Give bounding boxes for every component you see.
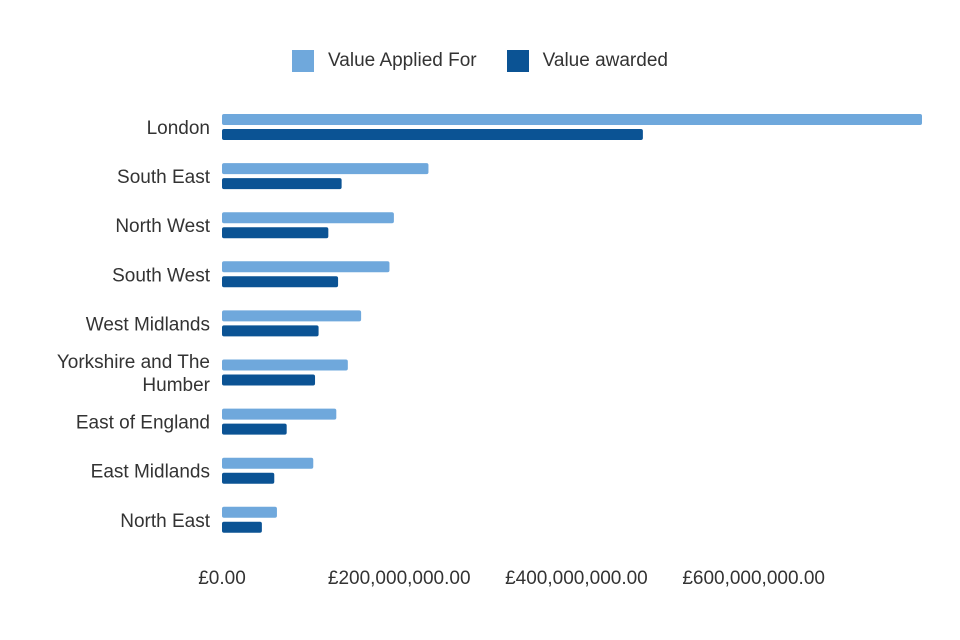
bar-awarded-7 xyxy=(222,472,275,484)
category-label-6: East of England xyxy=(76,413,210,434)
bar-applied-0 xyxy=(222,114,922,125)
bar-applied-4 xyxy=(222,310,362,322)
bar-awarded-5 xyxy=(222,374,316,386)
bar-applied-6 xyxy=(222,408,337,420)
x-tick-label-2: £400,000,000.00 xyxy=(505,568,648,589)
bar-awarded-8 xyxy=(222,521,262,533)
bar-applied-5 xyxy=(222,359,348,371)
category-label-2: North West xyxy=(115,216,210,237)
bar-applied-7 xyxy=(222,457,314,469)
legend-item-awarded: Value awarded xyxy=(506,50,668,72)
bar-applied-1 xyxy=(222,163,429,175)
bar-awarded-1 xyxy=(222,178,342,190)
bar-awarded-6 xyxy=(222,423,287,435)
bar-applied-2 xyxy=(222,212,394,224)
category-label-4: West Midlands xyxy=(86,314,210,335)
category-label-7: East Midlands xyxy=(91,462,210,483)
legend-item-applied: Value Applied For xyxy=(292,50,477,72)
bar-applied-3 xyxy=(222,261,390,273)
bar-awarded-2 xyxy=(222,227,329,239)
legend-swatch-awarded xyxy=(506,50,529,72)
x-tick-label-0: £0.00 xyxy=(198,568,246,589)
legend-label-awarded: Value awarded xyxy=(542,50,668,71)
legend-label-applied: Value Applied For xyxy=(328,50,477,71)
x-tick-label-1: £200,000,000.00 xyxy=(328,568,471,589)
x-tick-label-3: £600,000,000.00 xyxy=(682,568,825,589)
category-label-0: London xyxy=(147,118,210,139)
bar-awarded-3 xyxy=(222,276,339,288)
bar-awarded-4 xyxy=(222,325,319,337)
category-label-3: South West xyxy=(112,265,211,286)
category-label-8: North East xyxy=(120,511,210,532)
bar-applied-8 xyxy=(222,506,277,518)
category-label-1: South East xyxy=(117,167,211,188)
chart-legend: Value Applied For Value awarded xyxy=(0,50,960,72)
bar-awarded-0 xyxy=(222,129,643,140)
legend-swatch-applied xyxy=(292,50,315,72)
category-label-5: Yorkshire and The Humber xyxy=(57,352,211,396)
